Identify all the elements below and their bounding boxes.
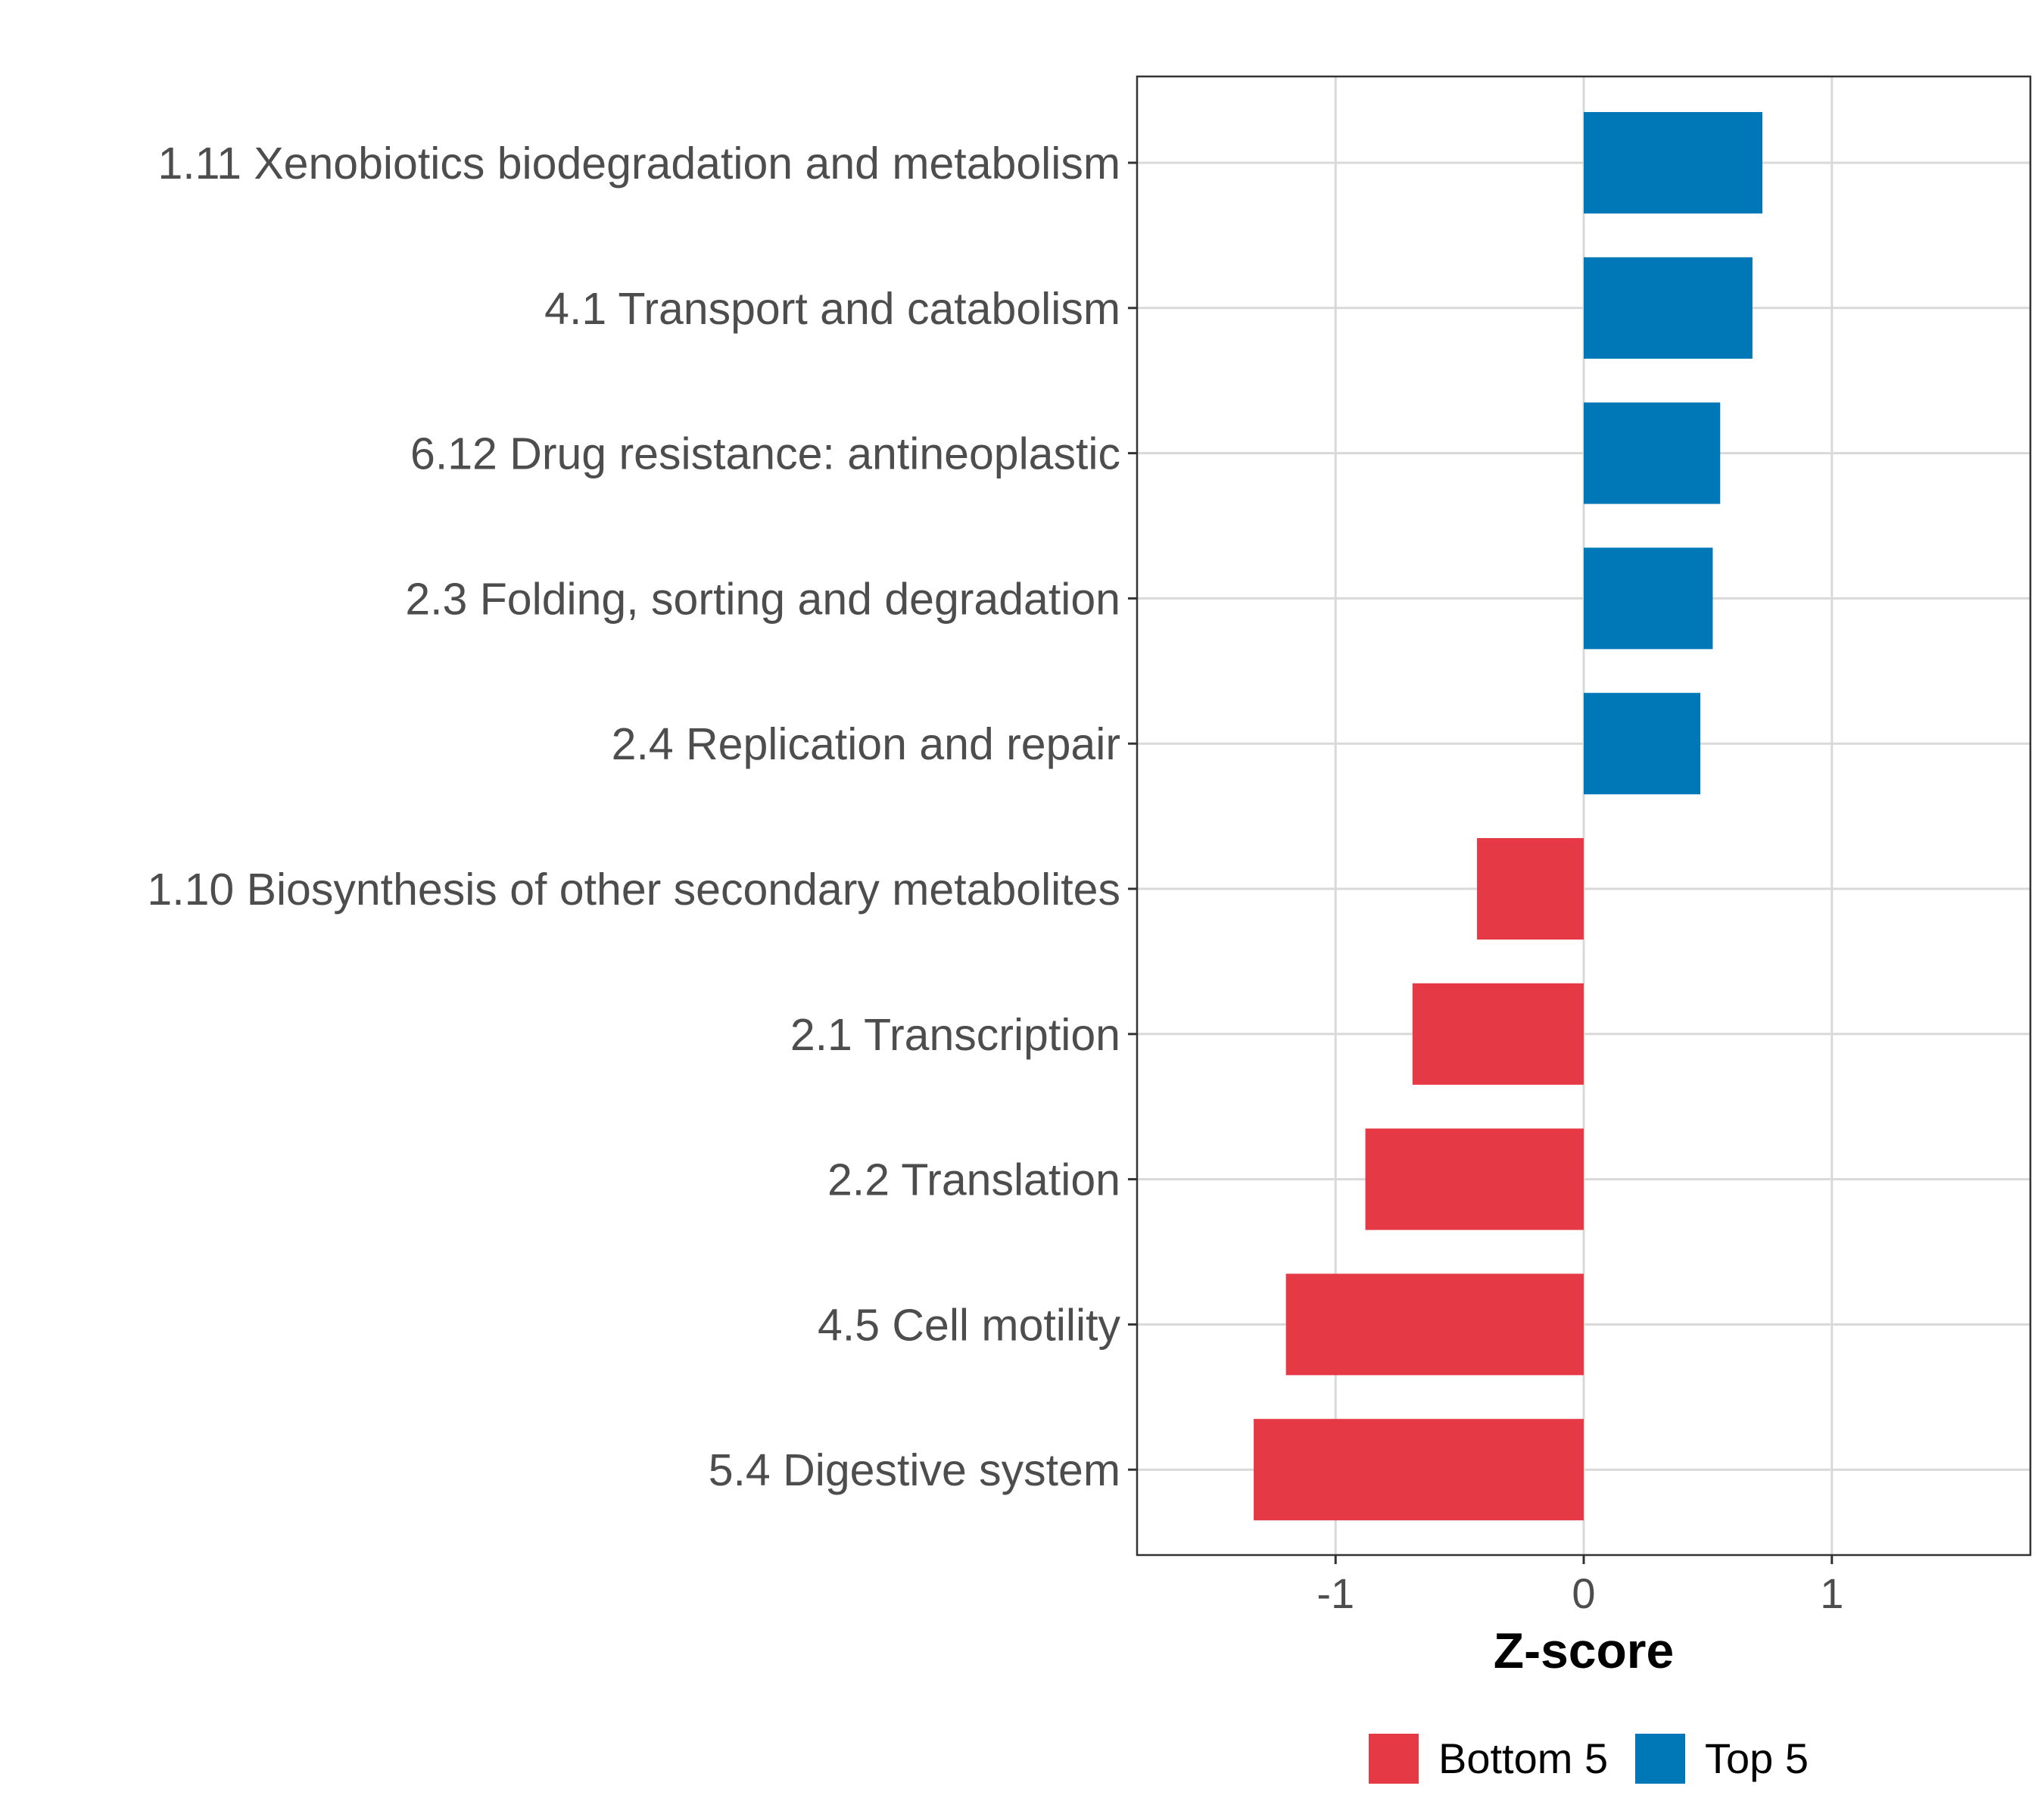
bar — [1584, 112, 1762, 213]
x-tick-layer: -1 0 1 — [1316, 1555, 1843, 1617]
legend: Bottom 5 Top 5 — [1369, 1734, 1809, 1784]
legend-label: Top 5 — [1705, 1734, 1809, 1782]
category-label: 1.10 Biosynthesis of other secondary met… — [147, 865, 1120, 915]
category-label: 2.4 Replication and repair — [612, 719, 1120, 769]
category-label: 4.1 Transport and catabolism — [544, 284, 1120, 334]
x-tick-label: 0 — [1572, 1569, 1595, 1617]
category-label: 5.4 Digestive system — [709, 1445, 1120, 1495]
bar — [1584, 693, 1701, 795]
legend-key — [1635, 1734, 1685, 1784]
category-label: 6.12 Drug resistance: antineoplastic — [410, 429, 1120, 479]
y-tick-layer — [1128, 161, 1137, 1471]
bar — [1365, 1128, 1584, 1230]
category-label: 1.11 Xenobiotics biodegradation and meta… — [157, 139, 1120, 189]
x-tick-label: 1 — [1820, 1569, 1843, 1617]
bar — [1285, 1273, 1584, 1376]
x-axis-title: Z-score — [1494, 1622, 1674, 1678]
category-label: 2.2 Translation — [827, 1155, 1120, 1205]
bar — [1584, 547, 1713, 650]
x-tick-label: -1 — [1316, 1569, 1354, 1617]
bar — [1412, 983, 1584, 1085]
bar — [1477, 838, 1584, 940]
bar — [1584, 257, 1753, 359]
legend-label: Bottom 5 — [1438, 1734, 1608, 1782]
category-label: 4.5 Cell motility — [818, 1300, 1121, 1350]
category-label: 2.3 Folding, sorting and degradation — [405, 574, 1120, 624]
category-label-layer: 1.11 Xenobiotics biodegradation and meta… — [147, 139, 1120, 1495]
category-label: 2.1 Transcription — [790, 1010, 1120, 1060]
bar-layer — [1254, 112, 1762, 1521]
bar — [1584, 402, 1721, 504]
legend-key — [1369, 1734, 1419, 1784]
bar — [1254, 1419, 1584, 1521]
